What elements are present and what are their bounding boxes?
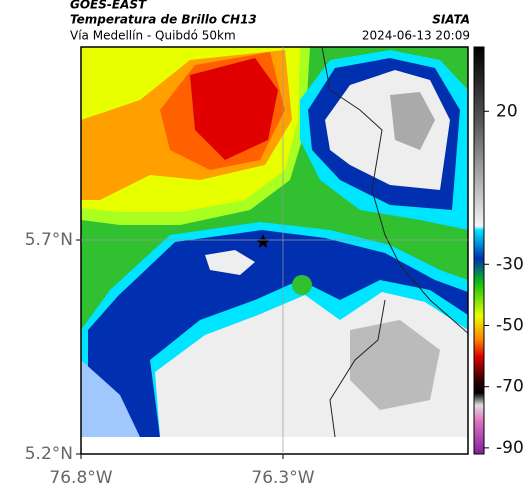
colorbar-tick-label: 20 <box>496 101 518 121</box>
subtitle: Vía Medellín - Quibdó 50km <box>70 29 236 43</box>
satellite-name: GOES-EAST <box>70 0 147 12</box>
x-tick-label: 76.3°W <box>251 468 314 488</box>
colorbar-tick-label: -30 <box>496 254 524 274</box>
satellite-image <box>81 47 468 437</box>
map-frame <box>80 46 469 455</box>
timestamp: 2024-06-13 20:09 <box>362 29 470 43</box>
map-title: Temperatura de Brillo CH13 <box>70 13 257 27</box>
colorbar-tick-label: -90 <box>496 438 524 458</box>
source: SIATA <box>432 13 470 27</box>
x-tick-label: 76.8°W <box>49 468 112 488</box>
colorbar-tick-label: -70 <box>496 377 524 397</box>
colorbar <box>473 46 485 455</box>
y-tick-label: 5.2°N <box>25 444 73 464</box>
colorbar-tick-label: -50 <box>496 315 524 335</box>
y-tick-label: 5.7°N <box>25 230 73 250</box>
